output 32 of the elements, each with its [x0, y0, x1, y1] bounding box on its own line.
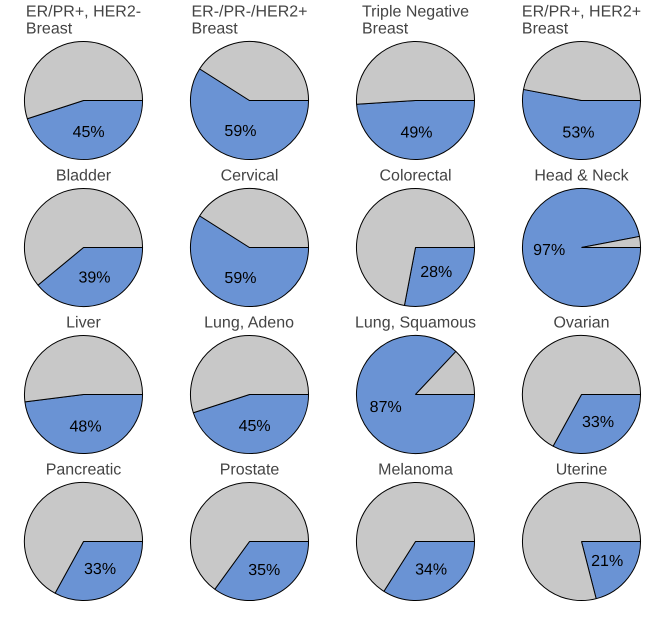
chart-title: Uterine — [556, 462, 608, 478]
chart-title: Liver — [66, 314, 102, 332]
data-label: 87% — [370, 398, 402, 416]
data-label: 45% — [238, 418, 271, 436]
chart-title: ER/PR+, HER2+ Breast — [522, 4, 642, 38]
data-label: 53% — [562, 124, 594, 142]
chart-title: Cervical — [220, 168, 278, 184]
chart-title: Bladder — [56, 168, 112, 184]
chart-title: Lung, Squamous — [355, 314, 476, 332]
data-label: 33% — [582, 414, 614, 431]
data-label: 21% — [591, 552, 624, 570]
chart-title: Ovarian — [553, 314, 610, 332]
chart-title: Prostate — [220, 462, 280, 478]
data-label: 49% — [400, 124, 433, 142]
data-label: 34% — [415, 561, 448, 578]
data-label: 33% — [84, 560, 116, 578]
chart-title: Pancreatic — [46, 462, 122, 478]
chart-title: ER-/PR-/HER2+ Breast — [191, 4, 308, 38]
chart-title: Lung, Adeno — [204, 314, 294, 332]
chart-title: ER/PR+, HER2- Breast — [26, 4, 142, 38]
data-label: 45% — [72, 124, 105, 142]
data-label: 59% — [224, 270, 256, 288]
data-label: 48% — [70, 418, 102, 436]
chart-title: Melanoma — [378, 462, 453, 478]
data-label: 35% — [248, 562, 280, 579]
data-label: 59% — [224, 123, 256, 140]
chart-title: Colorectal — [379, 168, 452, 184]
chart-title: Head & Neck — [534, 168, 630, 184]
data-label: 28% — [420, 264, 452, 282]
data-label: 39% — [78, 270, 111, 287]
chart-title: Triple Negative Breast — [362, 4, 470, 38]
data-label: 97% — [533, 242, 566, 260]
